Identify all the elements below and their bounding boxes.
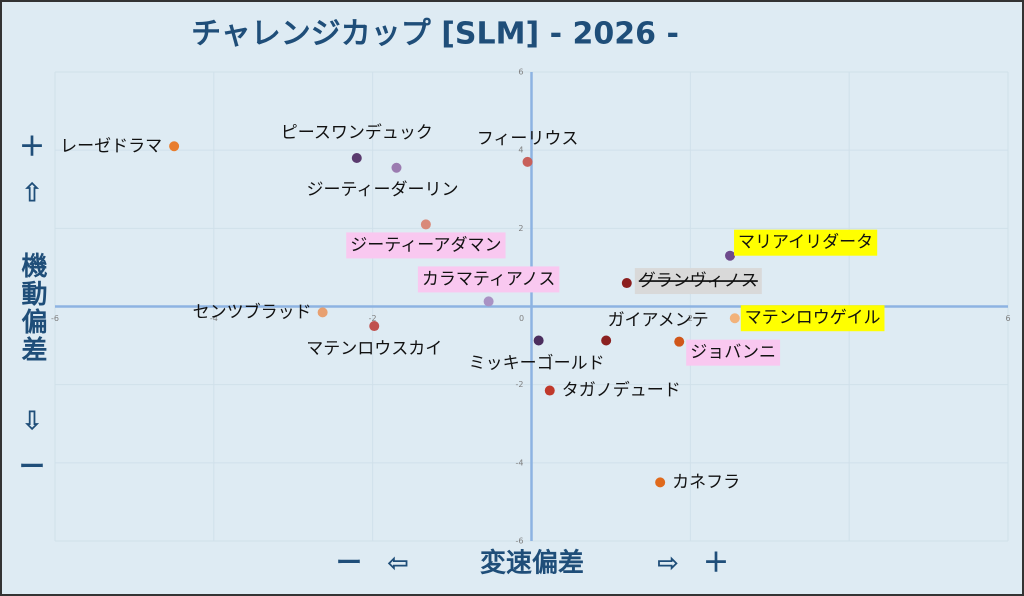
label-highlight [346,232,506,259]
point-label: マリアイリダータ [738,233,873,253]
point-label: ミッキーゴールド [469,353,605,374]
x-label-plus: ＋ [703,549,729,579]
x-tick-label: -4 [210,314,218,323]
label-highlight [734,229,878,256]
chart-title: チャレンジカップ [SLM] - 2026 - [191,17,679,52]
point-label: ジーティーアダマン [350,235,501,255]
point [317,307,328,318]
y-tick-label: -6 [516,537,524,546]
point-label: マテンロウゲイル [745,308,881,328]
y-label-minus: ー [19,453,45,483]
point [729,313,740,324]
point-label: カネフラ [672,472,740,492]
point-label: ピースワンデュック [281,122,433,143]
point-label: フィーリウス [477,129,579,149]
point-label: タガノデュード [562,380,681,401]
y-tick-label: 6 [518,68,523,77]
point [169,141,180,152]
point [391,162,402,173]
point [420,219,431,230]
label-highlight [740,305,885,332]
x-tick-label: 2 [688,314,693,323]
x-tick-label: 0 [519,314,524,323]
point [351,152,362,163]
point-label: グランヴィノス [639,271,758,291]
x-tick-label: 6 [1005,314,1010,323]
y-tick-label: -4 [516,458,524,467]
point [621,278,632,289]
label-highlight [417,266,560,293]
point [522,156,533,167]
point [369,321,380,332]
y-tick-label: 4 [518,146,523,155]
point [544,385,555,396]
x-label-right: ⇨ [657,549,679,579]
point-label: カラマティアノス [422,269,555,289]
point [483,296,494,307]
label-highlight [634,268,762,295]
label-highlight [686,339,781,366]
y-label: 機動偏差 [17,252,47,364]
point [601,335,612,346]
x-label-minus: ー [336,549,362,579]
y-tick-label: 2 [518,224,523,233]
x-tick-label: -6 [51,314,59,323]
point-label: ガイアメンテ [608,311,709,331]
point-label: センツブラッド [193,301,312,322]
point [674,336,685,347]
y-tick-label: -2 [516,380,524,389]
point-label: ジーティーダーリン [306,180,458,200]
x-label-left: ⇦ [387,549,409,579]
y-label-down: ⇩ [21,407,43,437]
x-tick-label: -2 [369,314,377,323]
y-label-up: ⇧ [21,179,43,209]
y-label-plus: ＋ [19,133,45,163]
point-label: マテンロウスカイ [306,339,442,359]
point-label: ジョバンニ [690,343,776,363]
point [725,250,736,261]
point [533,335,544,346]
point-label: レーゼドラマ [60,136,162,156]
x-label: 変速偏差 [480,548,584,579]
point [655,477,666,488]
